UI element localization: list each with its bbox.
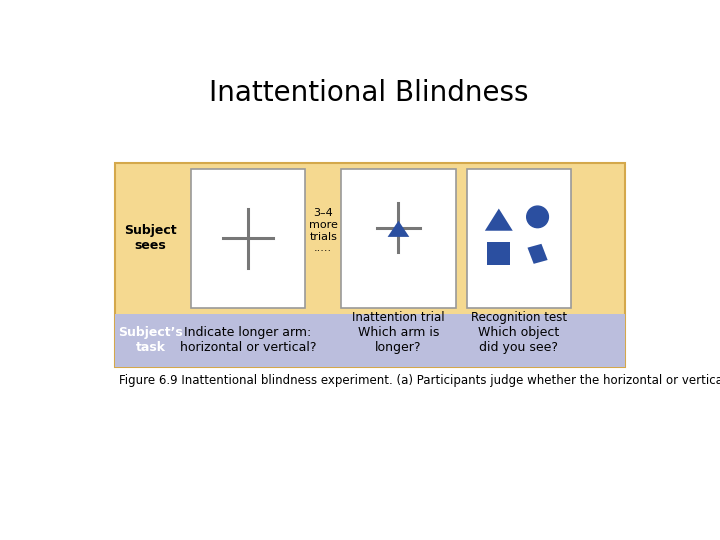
Text: Subject
sees: Subject sees <box>124 225 177 252</box>
Text: Inattentional Blindness: Inattentional Blindness <box>210 79 528 107</box>
Polygon shape <box>387 221 409 237</box>
Bar <box>114 314 186 367</box>
Text: Which object
did you see?: Which object did you see? <box>478 327 559 354</box>
Bar <box>341 168 456 308</box>
Text: Subject’s
task: Subject’s task <box>118 327 183 354</box>
Bar <box>487 242 510 265</box>
Bar <box>114 163 625 367</box>
Text: Which arm is
longer?: Which arm is longer? <box>358 327 439 354</box>
Text: Inattention trial: Inattention trial <box>352 311 445 324</box>
Text: 3–4
more
trials
.....: 3–4 more trials ..... <box>309 208 338 253</box>
Text: Figure 6.9 Inattentional blindness experiment. (a) Participants judge whether th: Figure 6.9 Inattentional blindness exper… <box>120 374 720 387</box>
Bar <box>114 314 625 367</box>
Polygon shape <box>528 244 548 264</box>
Bar <box>467 168 571 308</box>
Text: Recognition test: Recognition test <box>471 311 567 324</box>
Polygon shape <box>485 208 513 231</box>
Circle shape <box>527 206 549 228</box>
Bar <box>191 168 305 308</box>
Text: Indicate longer arm:
horizontal or vertical?: Indicate longer arm: horizontal or verti… <box>180 327 316 354</box>
